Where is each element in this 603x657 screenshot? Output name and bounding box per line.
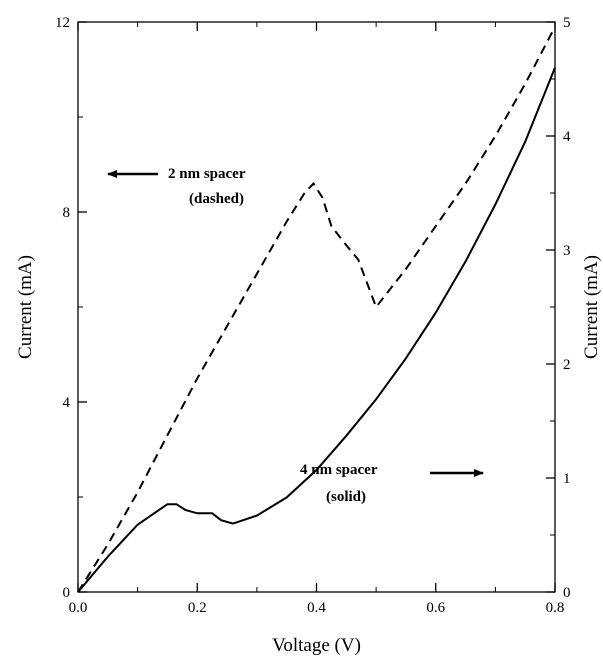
- y-right-tick-label: 2: [563, 357, 571, 373]
- y-left-tick-label: 8: [63, 205, 71, 221]
- y-left-tick-label: 4: [63, 395, 71, 411]
- y-left-axis-title: Current (mA): [15, 255, 36, 359]
- annotation-2nm-line1: 2 nm spacer: [168, 166, 246, 182]
- y-right-tick-label: 1: [563, 471, 571, 487]
- y-left-tick-label: 0: [63, 585, 71, 601]
- y-left-axis-ticks: 0 4 8 12: [55, 15, 87, 601]
- plot-frame: [77, 21, 556, 593]
- y-right-tick-label: 4: [563, 129, 571, 145]
- x-tick-label: 0.4: [307, 600, 326, 616]
- x-tick-label: 0.0: [69, 600, 88, 616]
- y-right-axis-ticks: 0 1 2 3 4 5: [546, 15, 571, 601]
- annotation-2nm-line2: (dashed): [189, 191, 244, 207]
- annotation-2nm: 2 nm spacer (dashed): [107, 166, 246, 207]
- series-line-4nm-spacer: [77, 67, 556, 593]
- x-tick-label: 0.2: [188, 600, 207, 616]
- x-axis-ticks: 0.0 0.2 0.4 0.6 0.8: [69, 22, 565, 616]
- annotation-4nm-line2: (solid): [326, 489, 366, 505]
- x-tick-label: 0.6: [426, 600, 445, 616]
- y-right-tick-label: 3: [563, 243, 571, 259]
- y-left-tick-label: 12: [55, 15, 70, 31]
- series-line-2nm-spacer: [77, 26, 556, 593]
- x-tick-label: 0.8: [546, 600, 565, 616]
- y-right-tick-label: 0: [563, 585, 571, 601]
- x-axis-title: Voltage (V): [272, 635, 361, 656]
- minor-ticks: [78, 22, 555, 592]
- y-right-axis-title: Current (mA): [581, 255, 602, 359]
- annotation-4nm-line1: 4 nm spacer: [300, 462, 378, 478]
- y-right-tick-label: 5: [563, 15, 571, 31]
- annotation-4nm: 4 nm spacer (solid): [300, 462, 484, 505]
